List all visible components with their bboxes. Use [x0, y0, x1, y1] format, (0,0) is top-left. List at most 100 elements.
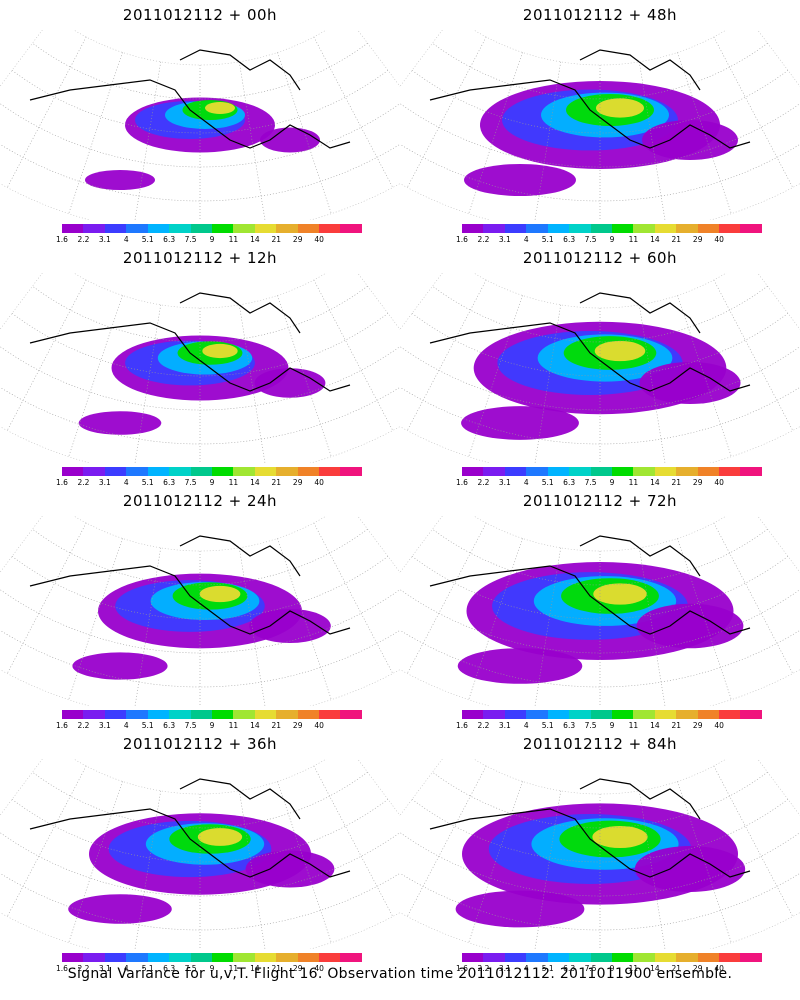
colorbar-swatch: [62, 467, 84, 476]
colorbar-tick-label: 3.1: [498, 235, 511, 244]
coastline: [29, 808, 351, 878]
figure-caption: Signal Variance for u,v,T. Flight 16. Ob…: [67, 966, 733, 982]
variance-contour: [260, 127, 320, 153]
map-panel: 2011012112 + 60h 1.6 2.2 3.1 4 5.1 6.3 7.5 9 11 1…: [400, 243, 800, 487]
colorbar-swatch: [169, 467, 191, 476]
colorbar-tick-label: 14: [250, 721, 260, 730]
colorbar-swatch: [526, 710, 548, 719]
variance-contour: [594, 340, 646, 362]
variance-contour: [254, 368, 326, 398]
colorbar-swatch: [276, 710, 298, 719]
colorbar-swatch: [254, 953, 277, 962]
colorbar-swatch: [590, 467, 612, 476]
colorbar-swatch: [254, 467, 277, 476]
colorbar-swatch: [62, 710, 84, 719]
colorbar: [62, 953, 362, 962]
colorbar-swatch: [611, 467, 634, 476]
colorbar-tick-label: 9: [609, 235, 615, 244]
colorbar-labels: 1.6 2.2 3.1 4 5.1 6.3 7.5 9 11 14 21 29 40: [456, 964, 762, 974]
colorbar-labels: 1.6 2.2 3.1 4 5.1 6.3 7.5 9 11 14 21 29 40: [456, 478, 762, 488]
colorbar: [62, 224, 362, 233]
map-plot: [0, 273, 400, 463]
panel-title: 2011012112 + 84h: [522, 735, 678, 753]
colorbar-tick-label: 1.6: [56, 721, 68, 730]
colorbar-swatch: [211, 467, 234, 476]
map-panel: 2011012112 + 00h 1.6 2.2 3.1 4 5.1 6.3 7.5 9 11 1…: [0, 0, 400, 244]
colorbar-tick-label: 7.5: [584, 964, 597, 973]
longitude-line: [677, 52, 732, 214]
colorbar-swatch: [654, 224, 677, 233]
colorbar-tick-label: 1.6: [56, 478, 68, 487]
colorbar: [462, 467, 762, 476]
colorbar-swatch: [83, 467, 105, 476]
colorbar-tick-label: 29: [292, 964, 303, 973]
longitude-line: [313, 522, 394, 674]
colorbar-tick-label: 6.3: [563, 721, 576, 730]
longitude-line: [313, 279, 394, 431]
longitude-line: [677, 295, 732, 457]
colorbar-tick-label: 1.6: [456, 721, 468, 730]
coastline: [579, 778, 701, 820]
longitude-line: [313, 36, 394, 188]
colorbar-labels: 1.6 2.2 3.1 4 5.1 6.3 7.5 9 11 14 21 29 40: [56, 478, 362, 488]
latitude-line: [411, 799, 789, 863]
colorbar-swatch: [462, 953, 484, 962]
colorbar-tick-label: 6.3: [163, 964, 176, 973]
colorbar-swatch: [697, 224, 720, 233]
colorbar-swatch: [83, 710, 105, 719]
coastline: [179, 49, 301, 91]
longitude-line: [713, 765, 794, 917]
longitude-line: [406, 279, 487, 431]
colorbar-swatch: [319, 953, 341, 962]
colorbar-tick-label: 21: [271, 964, 282, 973]
colorbar-swatch: [297, 710, 320, 719]
colorbar-swatch: [190, 953, 212, 962]
longitude-line: [406, 36, 487, 188]
colorbar-tick-label: 11: [228, 964, 239, 973]
colorbar-swatch: [83, 224, 105, 233]
colorbar-tick-label: 7.5: [584, 235, 597, 244]
map-plot: [0, 516, 400, 706]
map-plot: [0, 30, 400, 220]
colorbar-tick-label: 21: [671, 721, 682, 730]
panel-title: 2011012112 + 60h: [522, 249, 678, 267]
colorbar-tick-label: 21: [671, 964, 682, 973]
colorbar-tick-label: 21: [271, 721, 282, 730]
panel-title: 2011012112 + 00h: [122, 6, 278, 24]
longitude-line: [134, 61, 162, 220]
colorbar-swatch: [547, 224, 570, 233]
colorbar-swatch: [254, 710, 277, 719]
longitude-line: [6, 522, 87, 674]
longitude-line: [534, 304, 562, 463]
coastline: [429, 808, 751, 878]
colorbar-tick-label: 5.1: [141, 478, 154, 487]
colorbar-labels: 1.6 2.2 3.1 4 5.1 6.3 7.5 9 11 14 21 29 40: [456, 721, 762, 731]
colorbar-tick-label: 7.5: [584, 721, 597, 730]
colorbar-swatch: [547, 953, 570, 962]
colorbar-swatch: [62, 224, 84, 233]
colorbar-swatch: [740, 224, 762, 233]
colorbar-tick-label: 6.3: [163, 721, 176, 730]
colorbar-tick-label: 4: [523, 478, 529, 487]
colorbar-swatch: [569, 224, 591, 233]
colorbar-swatch: [147, 710, 170, 719]
colorbar-tick-label: 1.6: [456, 478, 468, 487]
colorbar-swatch: [190, 467, 212, 476]
colorbar-swatch: [504, 467, 527, 476]
colorbar-tick-label: 7.5: [184, 235, 197, 244]
colorbar-tick-label: 14: [250, 478, 260, 487]
colorbar-swatch: [462, 710, 484, 719]
colorbar-swatch: [297, 467, 320, 476]
variance-contour: [205, 102, 235, 114]
colorbar: [62, 467, 362, 476]
colorbar-swatch: [547, 467, 570, 476]
variance-contour: [68, 894, 172, 924]
variance-contour: [636, 603, 744, 649]
colorbar-swatch: [233, 710, 255, 719]
colorbar-swatch: [740, 710, 762, 719]
colorbar-tick-label: 40: [314, 721, 324, 730]
colorbar-tick-label: 3.1: [98, 235, 111, 244]
colorbar-labels: 1.6 2.2 3.1 4 5.1 6.3 7.5 9 11 14 21 29 40: [456, 235, 762, 245]
colorbar-tick-label: 9: [609, 721, 615, 730]
colorbar-tick-label: 6.3: [563, 235, 576, 244]
